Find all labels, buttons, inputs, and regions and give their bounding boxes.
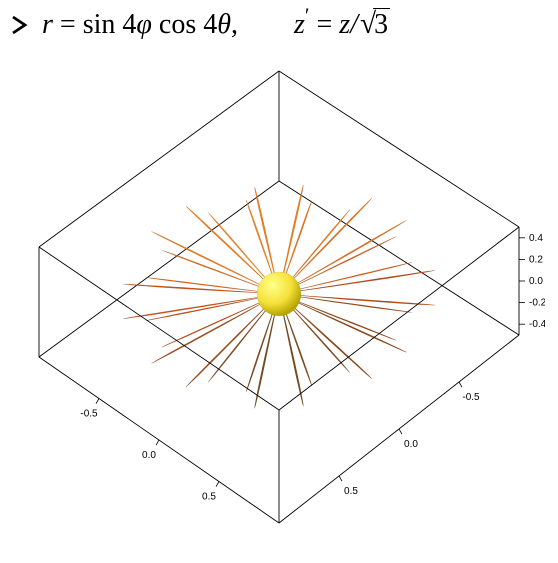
var-theta: θ (217, 9, 231, 40)
svg-text:0.0: 0.0 (404, 439, 418, 450)
svg-text:-0.2: -0.2 (529, 298, 545, 309)
box-front (39, 227, 519, 523)
svg-text:0.0: 0.0 (142, 450, 156, 461)
radicand-3: 3 (373, 8, 390, 40)
coef-4a: 4 (115, 9, 136, 40)
svg-text:0.0: 0.0 (529, 276, 543, 287)
formula-text: r = sin 4φ cos 4θ, z′ = z/√3 (42, 8, 390, 41)
comma: , (231, 9, 294, 40)
eq-sign-2: = (309, 9, 339, 40)
center-sphere (257, 272, 301, 316)
svg-text:0.4: 0.4 (529, 233, 543, 244)
var-zprime: z (294, 9, 305, 40)
sqrt-expr: √3 (358, 8, 390, 41)
var-r: r (42, 9, 53, 40)
eq-sign-1: = (53, 9, 83, 40)
var-phi: φ (136, 9, 152, 40)
surface (123, 185, 435, 409)
var-z: z (339, 9, 350, 40)
fn-sin: sin (83, 9, 116, 40)
svg-text:0.5: 0.5 (344, 486, 358, 497)
slash: / (350, 9, 358, 40)
svg-text:-0.5: -0.5 (80, 409, 98, 420)
formula-row: r = sin 4φ cos 4θ, z′ = z/√3 (10, 8, 390, 41)
svg-text:0.5: 0.5 (202, 492, 216, 503)
svg-text:-0.4: -0.4 (529, 319, 545, 330)
svg-text:0.2: 0.2 (529, 254, 543, 265)
plot-3d: -0.5 0.0 0.5 -0.5 0.0 0.5 -0.4 -0.2 0.0 0.2 0.4 (25, 55, 545, 555)
axis-ticks: -0.5 0.0 0.5 -0.5 0.0 0.5 -0.4 -0.2 0.0 0.2 0.4 (80, 233, 545, 503)
fn-cos: cos (152, 9, 196, 40)
coef-4b: 4 (196, 9, 217, 40)
svg-text:-0.5: -0.5 (462, 392, 480, 403)
prompt-caret-icon (10, 14, 32, 36)
